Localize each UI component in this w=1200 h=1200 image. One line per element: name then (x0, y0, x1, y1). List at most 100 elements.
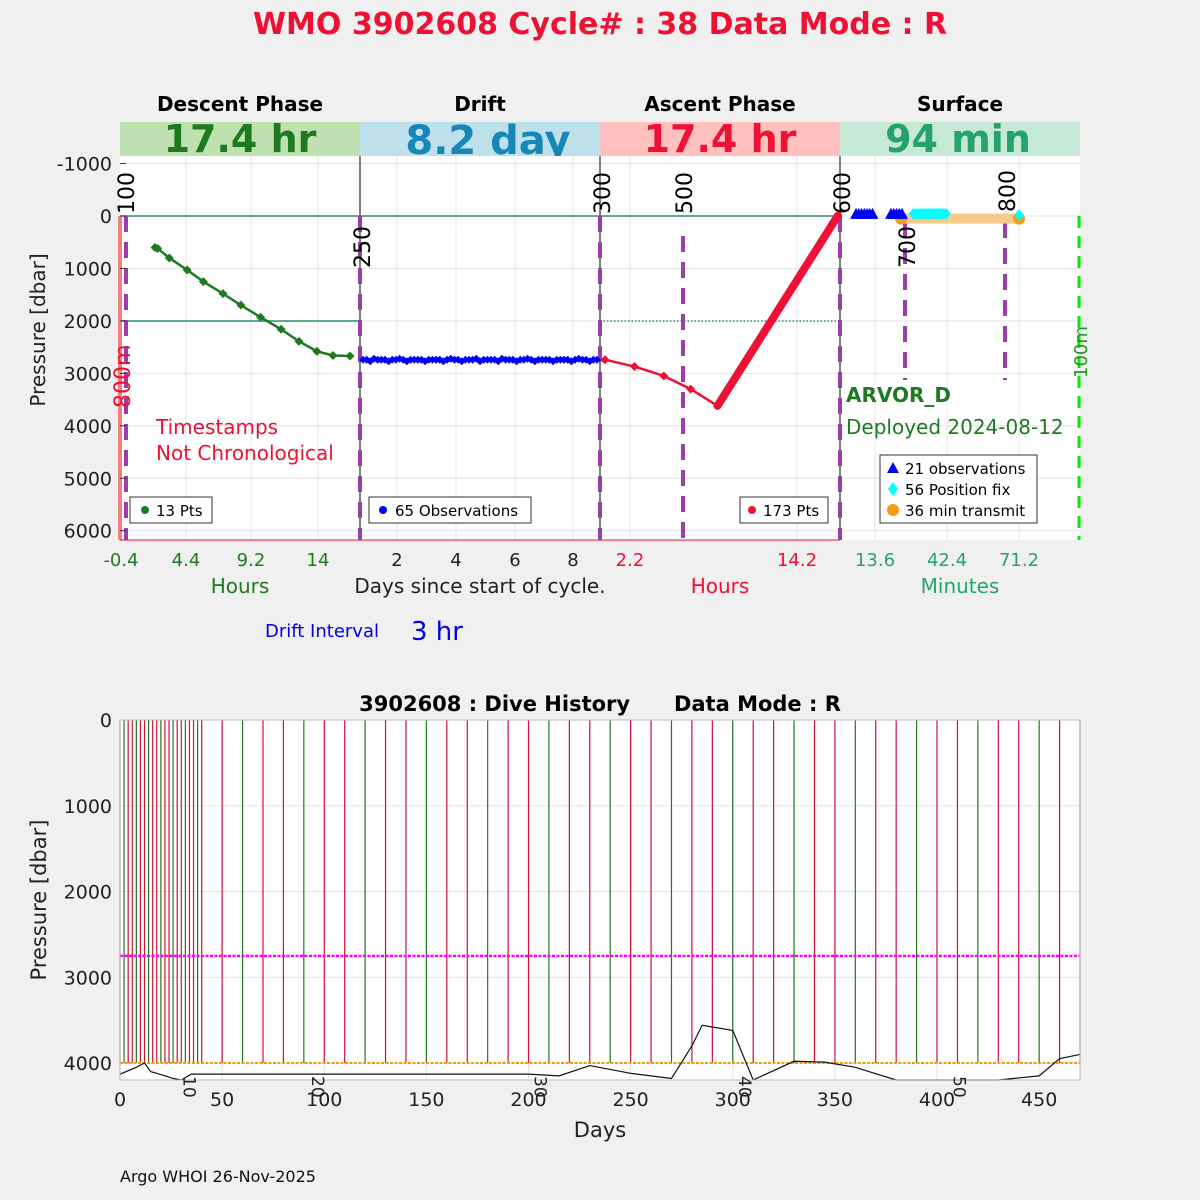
history-plot-area (120, 720, 1080, 1080)
footer-credit: Argo WHOI 26-Nov-2025 (120, 1167, 316, 1186)
top-y-axis: -1000 0 1000 2000 3000 4000 5000 6000 (57, 154, 126, 543)
marker-label-700: 700 (896, 226, 921, 268)
ascent-point-2 (659, 371, 669, 381)
descent-point-6 (236, 300, 246, 310)
history-y-axis-label: Pressure [dbar] (27, 820, 51, 981)
top-y-tick-2: 1000 (64, 258, 112, 280)
descent-point-5 (218, 289, 228, 299)
descent-tick-2: 9.2 (237, 550, 266, 571)
marker-label-100: 100 (115, 172, 140, 214)
history-x-axis: 0 50 100 150 200 250 300 350 400 450 10 20 30 40 50 (114, 1076, 1057, 1111)
history-x-tick-1: 50 (210, 1089, 234, 1111)
ascent-point-0 (600, 355, 610, 365)
descent-point-3 (182, 265, 192, 275)
position-fix-13 (941, 207, 951, 220)
descent-point-7 (256, 312, 266, 322)
surface-legend-position: 56 Position fix (905, 481, 1010, 499)
depth-label-100m: 100m (1071, 326, 1092, 378)
history-x-tick-0: 0 (114, 1089, 126, 1111)
history-x-tick-9: 450 (1021, 1089, 1057, 1111)
descent-legend-label: 13 Pts (156, 502, 203, 520)
history-y-tick-3: 3000 (64, 967, 112, 989)
drift-label: Drift (454, 92, 506, 116)
ascent-duration: 17.4 hr (644, 117, 797, 161)
surface-legend-observations: 21 observations (905, 460, 1026, 478)
ascent-point-3 (686, 384, 696, 394)
descent-point-12 (345, 351, 355, 361)
history-x-tick-3: 150 (408, 1089, 444, 1111)
surface-tick-2: 71.2 (999, 550, 1039, 571)
timestamp-warning-line2: Not Chronological (156, 441, 334, 465)
history-y-tick-1: 1000 (64, 796, 112, 818)
surface-x-label: Minutes (921, 574, 1000, 598)
history-cycle-tick-2: 30 (530, 1076, 550, 1098)
ascent-x-label: Hours (691, 574, 750, 598)
descent-start-band (118, 216, 122, 540)
marker-label-600: 600 (831, 172, 856, 214)
drift-interval-value: 3 hr (411, 617, 463, 647)
history-y-tick-4: 4000 (64, 1053, 112, 1075)
observation-triangle-icon (887, 462, 899, 473)
surface-observation-11 (896, 207, 908, 219)
descent-series (150, 242, 355, 361)
top-y-tick-1: 0 (100, 206, 112, 228)
descent-phase-label: Descent Phase (157, 92, 323, 116)
history-y-tick-2: 2000 (64, 882, 112, 904)
top-y-tick-4: 3000 (64, 363, 112, 385)
descent-legend: 13 Pts (129, 496, 213, 524)
drift-x-label: Days since start of cycle. (354, 574, 605, 598)
descent-point-9 (294, 336, 304, 346)
top-y-tick-0: -1000 (57, 154, 112, 176)
history-cycle-tick-4: 50 (948, 1076, 968, 1098)
surface-observation-6 (866, 207, 879, 219)
drift-interval-label: Drift Interval (265, 621, 379, 642)
history-x-tick-2: 100 (306, 1089, 342, 1111)
descent-duration: 17.4 hr (164, 117, 317, 161)
surface-tick-0: 13.6 (855, 550, 895, 571)
surface-legend: 21 observations 56 Position fix 36 min t… (879, 454, 1038, 524)
history-cycle-tick-3: 40 (734, 1076, 754, 1098)
top-y-tick-7: 6000 (64, 521, 112, 543)
descent-point-11 (328, 351, 338, 361)
drift-tick-0: 2 (391, 550, 402, 571)
surface-tick-1: 42.4 (927, 550, 967, 571)
ascent-point-1 (629, 362, 639, 372)
descent-tick-0: -0.4 (103, 550, 138, 571)
phase-markers (124, 216, 1007, 540)
drift-point-64 (593, 355, 601, 364)
float-type: ARVOR_D (846, 383, 951, 407)
ascent-phase-label: Ascent Phase (644, 92, 795, 116)
descent-tick-3: 14 (307, 550, 330, 571)
ascent-dense-segment (713, 211, 842, 410)
history-y-tick-0: 0 (100, 710, 112, 732)
marker-label-500: 500 (673, 172, 698, 214)
descent-point-10 (312, 346, 322, 356)
drift-legend: 65 Observations (368, 496, 532, 524)
drift-duration-band (360, 122, 600, 156)
ascent-tick-0: 2.2 (616, 550, 645, 571)
ascent-legend: 173 Pts (739, 496, 829, 524)
ascent-tick-1: 14.2 (777, 550, 817, 571)
history-x-tick-7: 350 (817, 1089, 853, 1111)
depth-label-800m: 800m (111, 345, 136, 408)
drift-tick-3: 8 (567, 550, 578, 571)
surface-duration: 94 min (885, 117, 1031, 161)
descent-point-1 (153, 244, 163, 254)
history-x-tick-8: 400 (919, 1089, 955, 1111)
descent-point-8 (276, 324, 286, 334)
history-y-axis: 0 1000 2000 3000 4000 (64, 710, 112, 1075)
history-cycle-tick-1: 20 (307, 1076, 327, 1098)
ascent-series (600, 211, 842, 410)
history-x-tick-4: 200 (510, 1089, 546, 1111)
ascent-legend-label: 173 Pts (763, 502, 819, 520)
history-cycle-tick-0: 10 (178, 1076, 198, 1098)
top-y-tick-3: 2000 (64, 311, 112, 333)
descent-point-4 (198, 277, 208, 287)
surface-series (850, 207, 1025, 225)
descent-point-2 (164, 253, 174, 263)
history-plot-frame (119, 719, 1081, 1081)
history-title: 3902608 : Dive History Data Mode : R (359, 692, 841, 716)
transmit-circle-icon (887, 504, 899, 516)
surface-label: Surface (917, 92, 1003, 116)
